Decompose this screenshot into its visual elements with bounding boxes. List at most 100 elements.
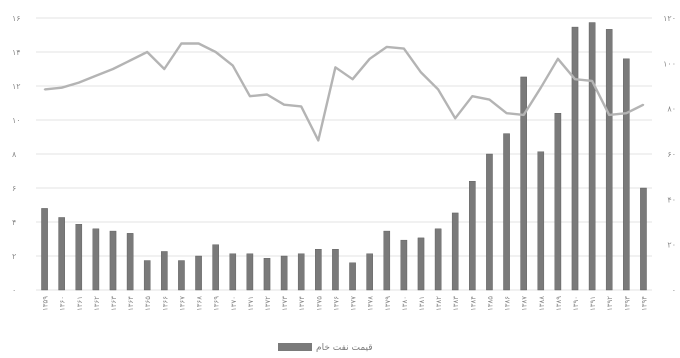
right-tick-label: ۱۲۰ <box>663 14 676 23</box>
gridlines <box>36 17 652 291</box>
bar <box>195 255 202 291</box>
left-tick-label: ۱۲ <box>12 82 21 91</box>
left-tick-label: ۸ <box>12 150 17 159</box>
legend: قیمت نفت خام <box>278 343 373 353</box>
bar <box>263 258 271 291</box>
line-point <box>351 78 354 80</box>
x-tick-label: ۱۳۷۹ <box>384 296 392 311</box>
bar <box>332 248 339 291</box>
x-tick-label: ۱۳۸۰ <box>401 296 409 311</box>
bar <box>417 237 425 291</box>
x-tick-label: ۱۳۶۱ <box>76 296 84 311</box>
bar <box>109 230 117 291</box>
right-tick-label: ۶۰ <box>667 150 676 159</box>
legend-swatch <box>278 343 312 351</box>
bar <box>126 233 134 291</box>
bar <box>143 260 151 291</box>
line-point <box>112 68 114 70</box>
line-point <box>488 98 491 101</box>
x-tick-label: ۱۳۶۳ <box>110 296 118 311</box>
bar <box>315 248 322 291</box>
line-point <box>231 64 234 67</box>
line-point <box>77 81 80 84</box>
bar <box>400 239 408 291</box>
line-point <box>180 42 183 45</box>
x-tick-label: ۱۳۵۹ <box>42 296 50 311</box>
bar <box>92 228 100 291</box>
line-point <box>300 105 303 108</box>
line-point <box>574 78 576 80</box>
bar <box>349 262 356 291</box>
x-tick-label: ۱۳۷۳ <box>281 296 289 311</box>
right-tick-label: ۲۰ <box>667 241 676 250</box>
right-tick-label: ۰ <box>672 286 676 295</box>
bar-series <box>41 22 647 291</box>
x-tick-label: ۱۳۹۲ <box>606 296 614 311</box>
x-tick-label: ۱۳۸۷ <box>521 296 529 311</box>
left-tick-label: ۱۰ <box>12 116 21 125</box>
right-axis-ticks: ۰ ۲۰ ۴۰ ۶۰ ۸۰ ۱۰۰ ۱۲۰ <box>663 14 676 295</box>
line-point <box>420 71 422 74</box>
x-tick-label: ۱۳۹۴ <box>640 296 648 311</box>
line-point <box>403 47 405 50</box>
line-point <box>43 88 46 91</box>
bar <box>434 228 442 291</box>
bar <box>58 217 65 291</box>
line-point <box>625 112 628 114</box>
x-tick-label: ۱۳۶۶ <box>161 296 169 311</box>
x-tick-label: ۱۳۸۶ <box>504 296 512 311</box>
bar <box>537 151 545 291</box>
x-tick-label: ۱۳۹۰ <box>572 296 580 311</box>
x-tick-label: ۱۳۷۱ <box>247 296 255 311</box>
x-axis-ticks: ۱۳۵۹ ۱۳۶۰ ۱۳۶۱ ۱۳۶۲ ۱۳۶۳ ۱۳۶۴ ۱۳۶۵ ۱۳۶۶ ۱۳۶۷ ۱۳۶۸… <box>42 296 649 311</box>
line-point <box>249 95 251 97</box>
bar <box>229 253 237 291</box>
bar <box>41 208 48 291</box>
left-tick-label: ۰ <box>12 286 16 295</box>
x-tick-label: ۱۳۸۹ <box>555 296 563 311</box>
bar <box>297 253 305 291</box>
left-tick-label: ۱۴ <box>12 48 21 57</box>
x-tick-label: ۱۳۹۱ <box>589 296 597 311</box>
right-tick-label: ۸۰ <box>667 105 676 114</box>
x-tick-label: ۱۳۶۲ <box>93 296 101 311</box>
bar <box>520 76 527 291</box>
right-tick-label: ۴۰ <box>667 195 676 204</box>
bar <box>246 253 254 291</box>
bar <box>469 180 476 291</box>
bar <box>554 112 562 291</box>
right-tick-label: ۱۰۰ <box>663 59 676 68</box>
x-tick-label: ۱۳۸۴ <box>469 296 477 311</box>
legend-label: قیمت نفت خام <box>316 343 373 353</box>
line-point <box>146 51 149 53</box>
line-point <box>642 103 645 106</box>
line-point <box>437 88 439 91</box>
line-point <box>283 103 285 106</box>
line-point <box>60 86 63 89</box>
line-point <box>334 66 337 69</box>
x-tick-label: ۱۳۷۴ <box>298 296 306 311</box>
line-point <box>317 139 320 142</box>
line-point <box>539 86 542 89</box>
line-point <box>454 117 457 120</box>
x-tick-label: ۱۳۶۸ <box>196 296 204 311</box>
bar <box>640 187 647 291</box>
x-tick-label: ۱۳۶۹ <box>213 296 221 311</box>
line-path <box>44 42 644 142</box>
bar <box>451 212 459 291</box>
x-tick-label: ۱۳۸۸ <box>538 296 546 311</box>
line-point <box>505 112 508 114</box>
x-tick-label: ۱۳۸۲ <box>435 296 443 311</box>
x-tick-label: ۱۳۸۵ <box>486 296 494 311</box>
bar <box>366 253 373 291</box>
x-tick-label: ۱۳۸۱ <box>418 296 426 311</box>
bar <box>571 26 579 291</box>
x-tick-label: ۱۳۶۷ <box>178 296 186 311</box>
bar <box>623 58 630 291</box>
line-point <box>368 58 371 60</box>
line-point <box>197 42 200 45</box>
x-tick-label: ۱۳۸۳ <box>452 296 460 311</box>
x-tick-label: ۱۳۷۵ <box>315 296 323 311</box>
line-point <box>608 114 611 116</box>
